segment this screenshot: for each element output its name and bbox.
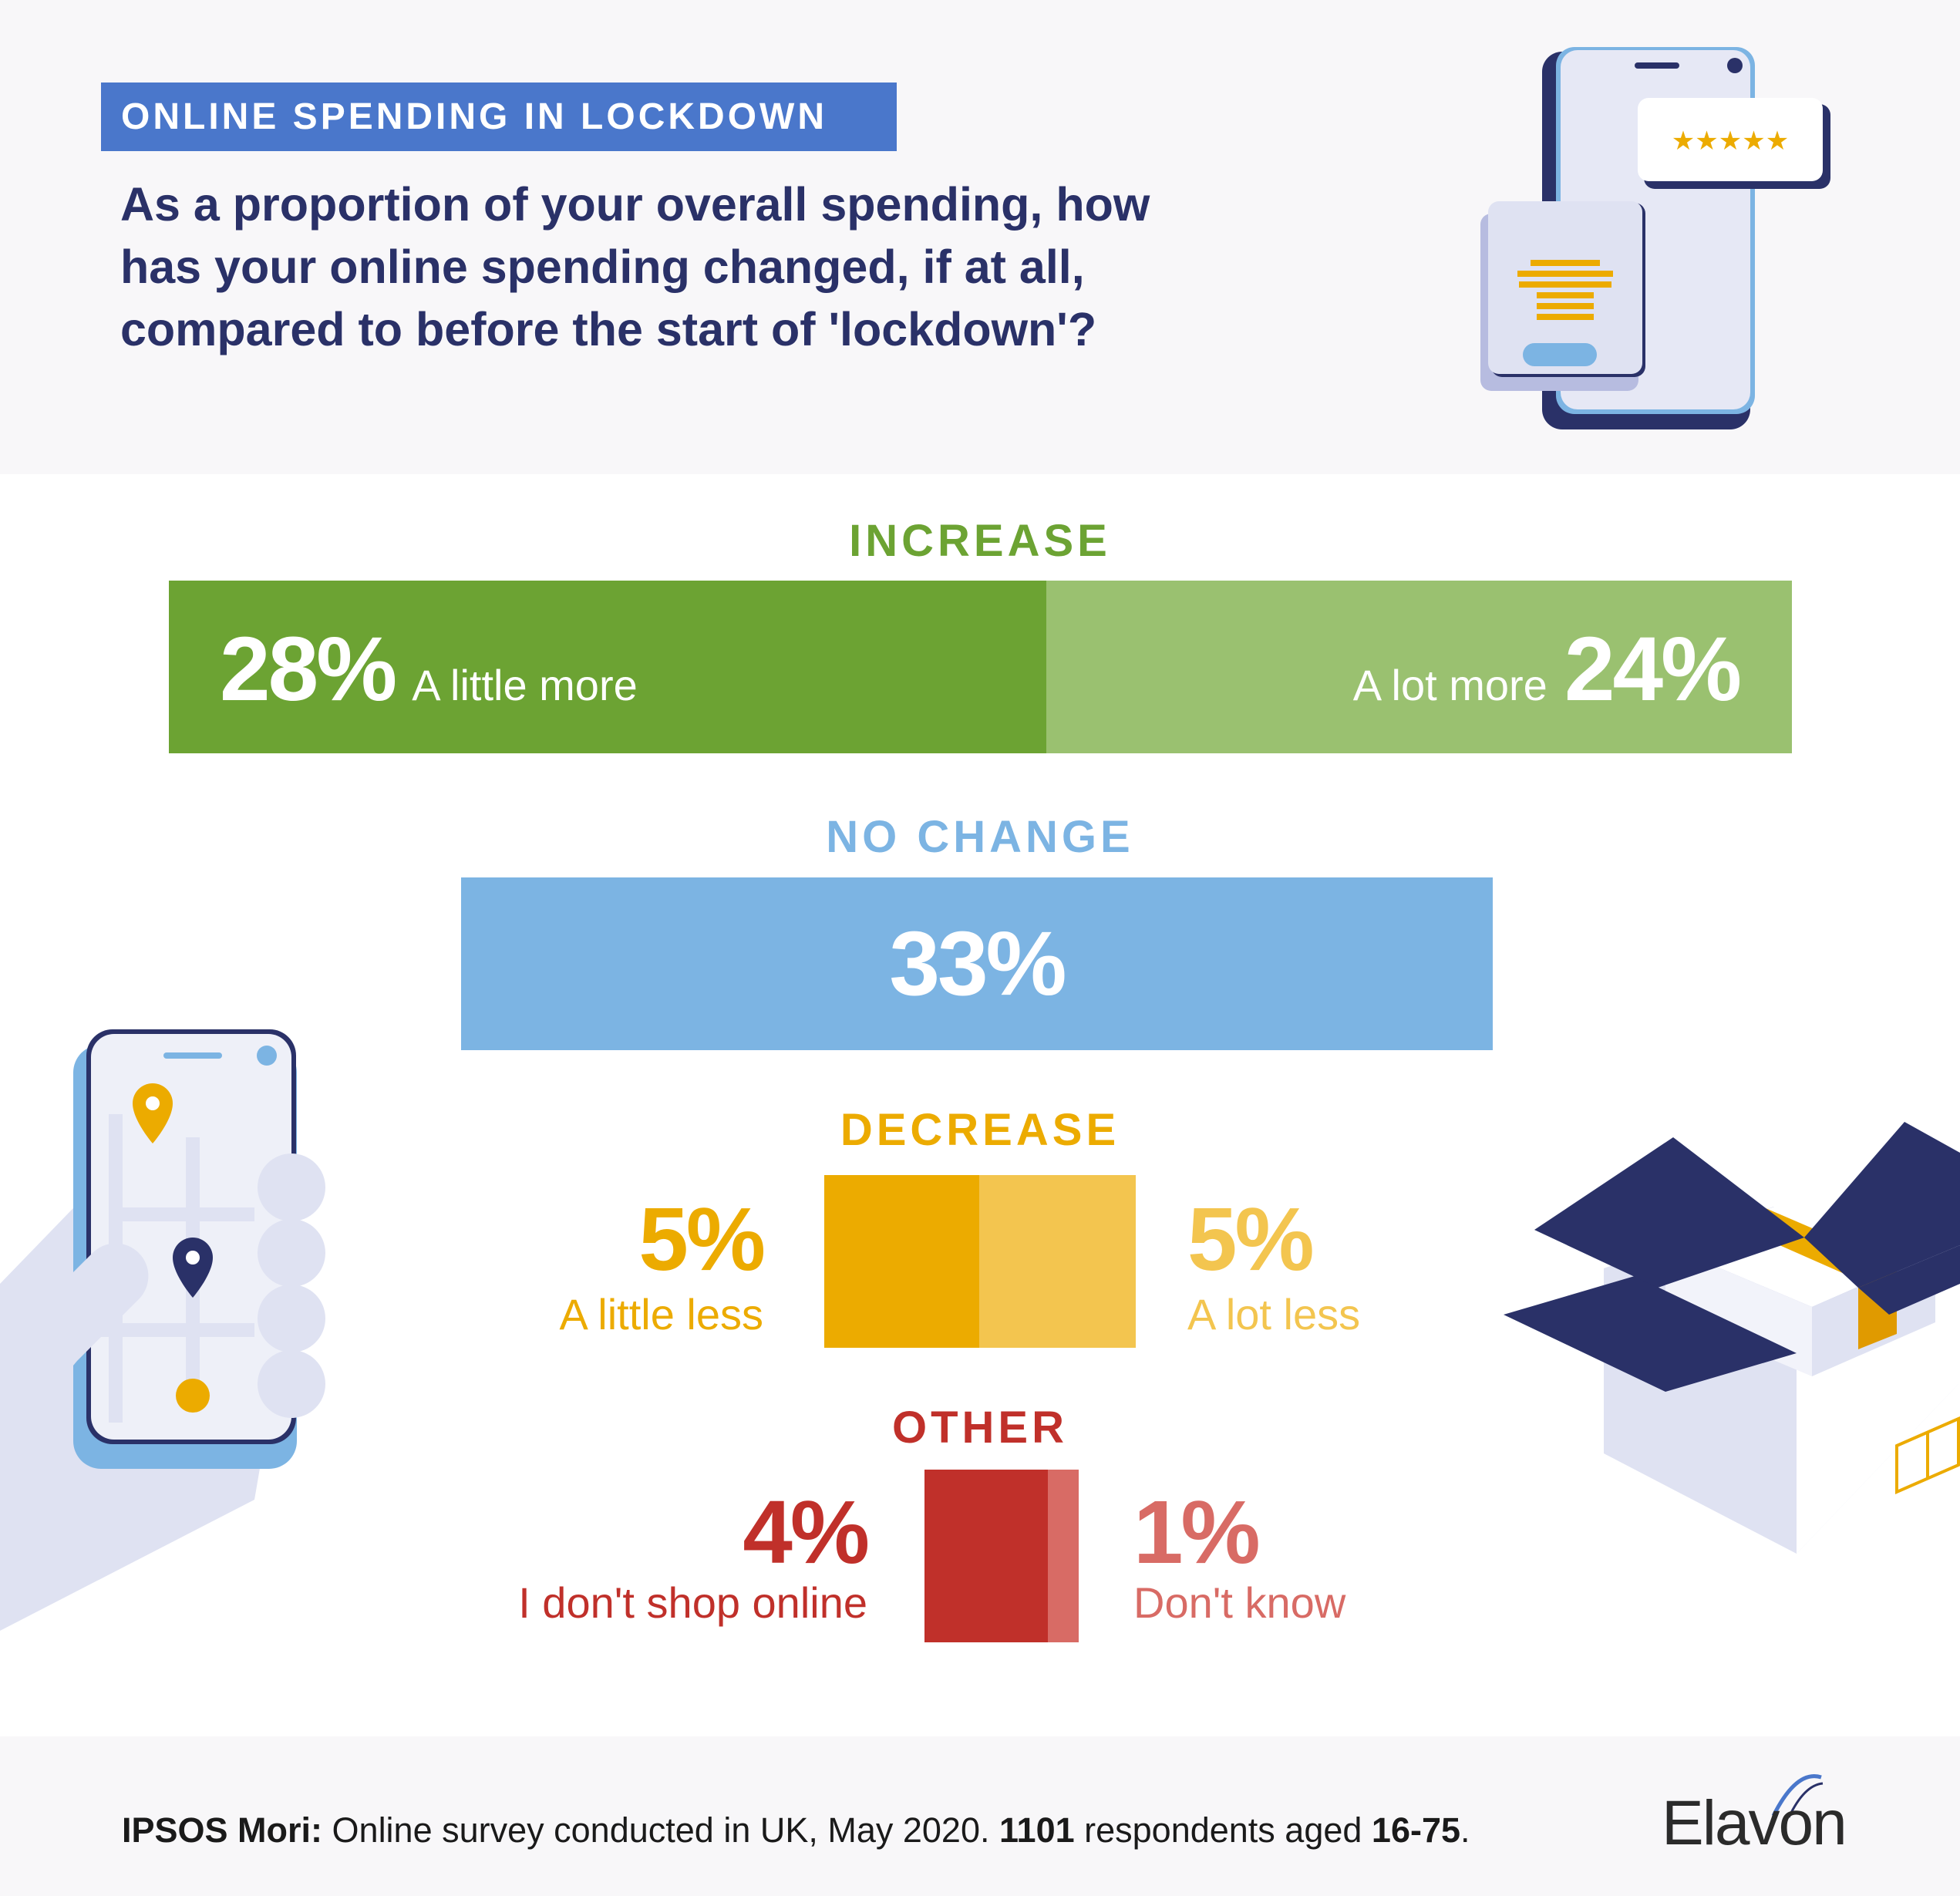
data-label-a-little-less: 5% [638, 1189, 766, 1289]
bar-no-change [461, 877, 1493, 1050]
data-label-dont-know: 1% [1133, 1482, 1261, 1582]
age-range: 16-75 [1371, 1810, 1461, 1850]
section-tag: ONLINE SPENDING IN LOCKDOWN [101, 83, 897, 151]
group-label-increase: INCREASE [849, 516, 1111, 566]
five-star-icon: ★★★★★ [1672, 126, 1789, 157]
category-label-a-lot-less: A lot less [1187, 1290, 1361, 1339]
category-label: A little more [412, 661, 638, 709]
source-note: IPSOS Mori: Online survey conducted in U… [122, 1810, 1470, 1851]
category-label-a-little-less: A little less [559, 1290, 763, 1339]
survey-question: As a proportion of your overall spending… [120, 173, 1323, 361]
source-name: IPSOS Mori: [122, 1810, 323, 1850]
group-label-no-change: NO CHANGE [826, 812, 1134, 862]
value-a-lot-more: A lot more 24% [1352, 617, 1742, 722]
source-text: respondents aged [1074, 1810, 1372, 1850]
category-label-dont-shop-online: I don't shop online [518, 1578, 867, 1627]
bar-dont-know [1048, 1470, 1079, 1642]
data-label-a-lot-less: 5% [1187, 1189, 1315, 1289]
category-label: A lot more [1352, 661, 1547, 709]
question-line: compared to before the start of 'lockdow… [120, 303, 1097, 355]
data-label-no-change: 33% [889, 913, 1066, 1015]
bar-a-little-more [169, 581, 1046, 753]
group-label-decrease: DECREASE [840, 1105, 1120, 1155]
hand-phone-map-icon [0, 1029, 325, 1631]
bar-a-lot-more [1046, 581, 1792, 753]
elavon-logo-arc-icon [1771, 1774, 1824, 1818]
source-text: . [1460, 1810, 1470, 1850]
data-label: 28% [220, 618, 397, 720]
data-label: 24% [1564, 618, 1742, 720]
question-line: As a proportion of your overall spending… [120, 178, 1150, 231]
bar-a-little-less [824, 1175, 979, 1348]
source-text: Online survey conducted in UK, May 2020. [322, 1810, 999, 1850]
open-box-icon [1504, 1122, 1960, 1554]
respondent-count: 1101 [999, 1810, 1075, 1850]
phone-shopping-icon: ★★★★★ [1480, 47, 1830, 429]
value-a-little-more: 28% A little more [220, 617, 638, 722]
bar-dont-shop-online [924, 1470, 1048, 1642]
footer-band [0, 1736, 1960, 1896]
bar-a-lot-less [979, 1175, 1136, 1348]
question-line: has your online spending changed, if at … [120, 241, 1085, 293]
category-label-dont-know: Don't know [1133, 1578, 1346, 1627]
data-label-dont-shop-online: 4% [743, 1482, 870, 1582]
elavon-logo: Elavon [1662, 1788, 1847, 1858]
shirt-icon [1517, 260, 1613, 320]
group-label-other: OTHER [892, 1403, 1068, 1453]
